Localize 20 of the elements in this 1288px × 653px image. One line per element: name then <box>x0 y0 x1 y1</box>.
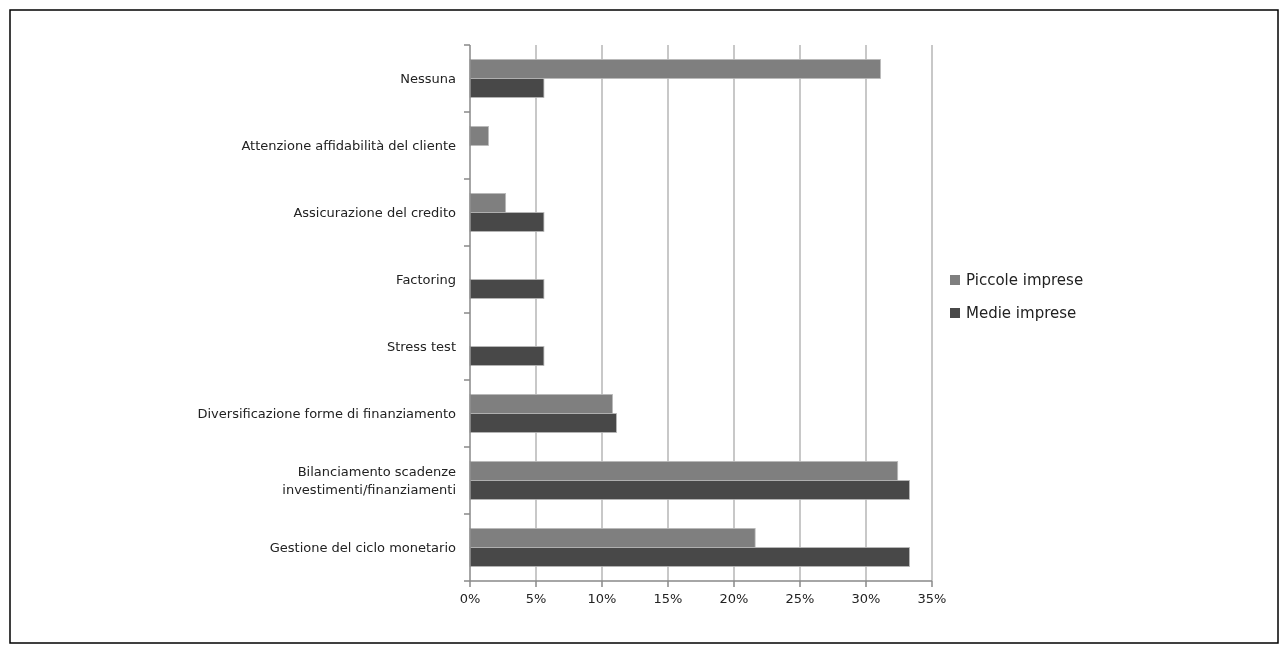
legend-label: Piccole imprese <box>966 270 1084 289</box>
x-tick-label: 0% <box>459 591 481 606</box>
y-tick-label: Assicurazione del credito <box>293 204 457 219</box>
x-tick-label: 15% <box>653 591 683 606</box>
y-tick-label: Attenzione affidabilità del cliente <box>241 137 456 152</box>
x-tick-label: 10% <box>587 591 617 606</box>
y-tick-label: Nessuna <box>400 70 456 85</box>
y-tick-label: Bilanciamento scadenze investimenti/finanziamenti <box>282 463 456 496</box>
y-tick-label: Diversificazione forme di finanziamento <box>197 405 457 420</box>
x-tick-label: 25% <box>785 591 815 606</box>
bar <box>469 346 545 366</box>
legend-label: Medie imprese <box>966 303 1077 322</box>
bar <box>469 279 545 299</box>
x-tick-label: 20% <box>719 591 749 606</box>
y-tick-label: Stress test <box>386 338 456 353</box>
y-tick-label: Factoring <box>396 271 456 286</box>
x-tick-label: 30% <box>851 591 881 606</box>
x-tick-label: 5% <box>525 591 547 606</box>
x-tick-label: 35% <box>917 591 947 606</box>
y-tick-label: Gestione del ciclo monetario <box>269 539 457 554</box>
